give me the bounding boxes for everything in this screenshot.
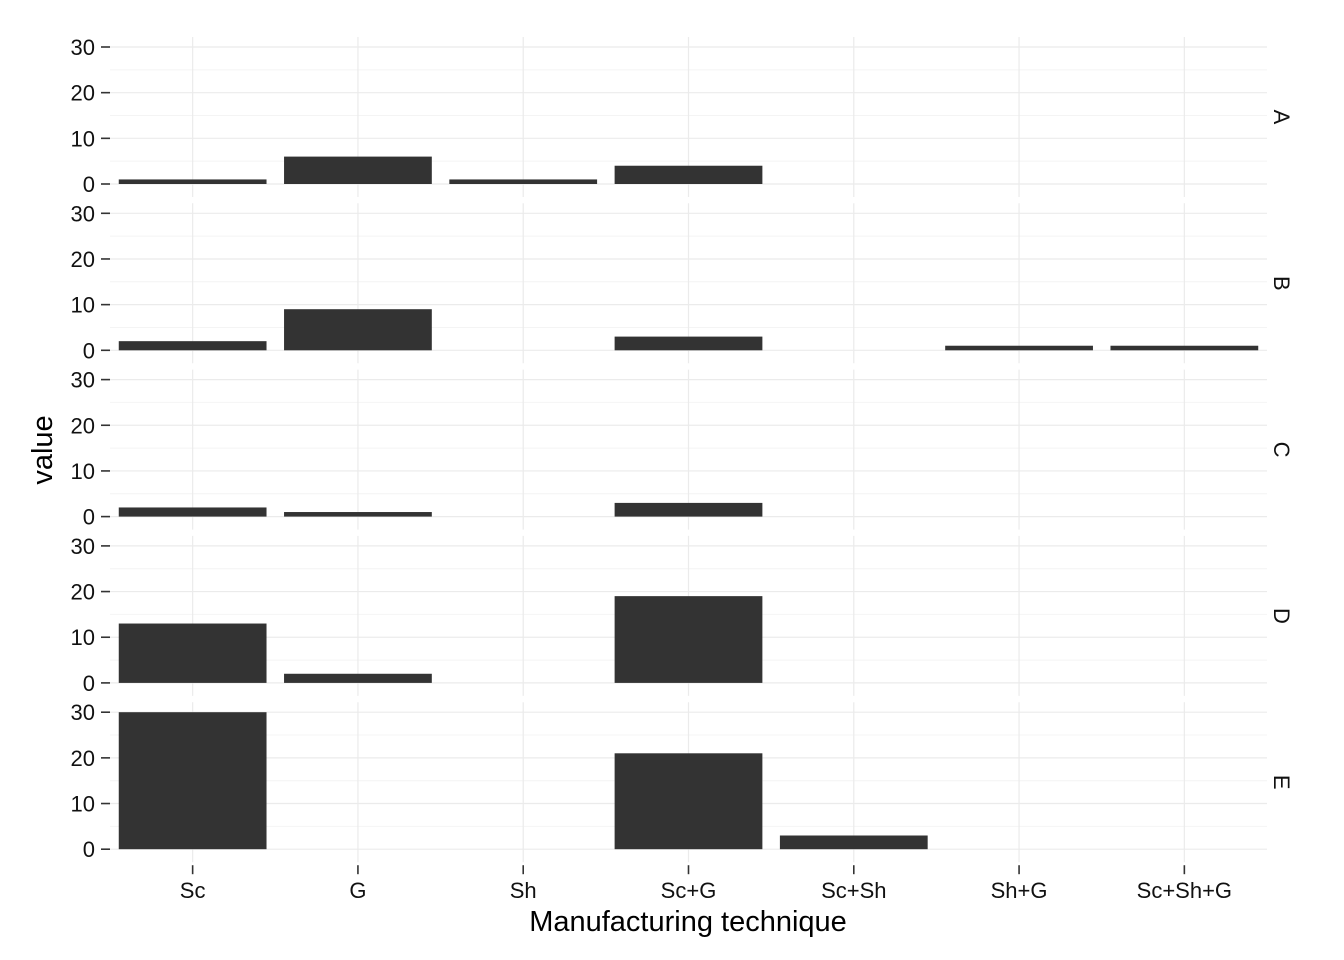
bar-B-Sc+Sh+G xyxy=(1110,345,1259,351)
bar-D-Sc+G xyxy=(614,596,763,683)
y-tick-label: 20 xyxy=(71,247,95,272)
x-tick-label-G: G xyxy=(349,878,366,903)
x-tick-label-Sc+G: Sc+G xyxy=(661,878,717,903)
bar-B-Sc xyxy=(118,341,267,351)
bar-A-G xyxy=(284,156,432,184)
bar-D-G xyxy=(284,673,432,683)
y-tick-label: 20 xyxy=(71,413,95,438)
x-tick-label-Sc+Sh: Sc+Sh xyxy=(821,878,886,903)
bar-B-Sc+G xyxy=(614,336,763,351)
y-tick-label: 10 xyxy=(71,792,95,817)
grid-layer xyxy=(110,37,1267,863)
y-tick-label: 20 xyxy=(71,81,95,106)
bar-C-Sc+G xyxy=(614,502,763,517)
y-tick-label: 20 xyxy=(71,746,95,771)
y-tick-label: 0 xyxy=(83,671,95,696)
x-tick-label-Sh+G: Sh+G xyxy=(991,878,1048,903)
facet-label-D: D xyxy=(1269,608,1294,624)
y-tick-label: 30 xyxy=(71,35,95,60)
bar-A-Sh xyxy=(449,179,598,184)
bar-D-Sc xyxy=(118,623,267,683)
facet-label-A: A xyxy=(1269,110,1294,125)
bar-C-Sc xyxy=(118,507,267,517)
facet-label-C: C xyxy=(1269,442,1294,458)
bar-A-Sc+G xyxy=(614,165,763,184)
bar-E-Sc+Sh xyxy=(779,835,928,850)
bar-B-Sh+G xyxy=(945,345,1093,351)
y-tick-label: 0 xyxy=(83,837,95,862)
facet-label-E: E xyxy=(1269,775,1294,790)
y-tick-label: 10 xyxy=(71,459,95,484)
y-tick-label: 10 xyxy=(71,625,95,650)
y-tick-label: 30 xyxy=(71,700,95,725)
y-tick-label: 20 xyxy=(71,580,95,605)
y-tick-label: 0 xyxy=(83,172,95,197)
bars-layer xyxy=(118,156,1259,850)
y-tick-label: 0 xyxy=(83,505,95,530)
facet-label-B: B xyxy=(1269,276,1294,291)
axes-layer: 0 10 20 30 A 0 10 20 30 B 0 10 20 30 C 0 10 20 30 D 0 10 20 30 E… xyxy=(71,35,1294,903)
bar-C-G xyxy=(284,512,432,517)
x-tick-label-Sc+Sh+G: Sc+Sh+G xyxy=(1137,878,1232,903)
bar-E-Sc+G xyxy=(614,753,763,850)
y-tick-label: 30 xyxy=(71,201,95,226)
y-tick-label: 30 xyxy=(71,534,95,559)
y-axis-title: value xyxy=(27,415,59,484)
bar-A-Sc xyxy=(118,179,267,184)
y-tick-label: 10 xyxy=(71,126,95,151)
y-tick-label: 30 xyxy=(71,368,95,393)
y-tick-label: 0 xyxy=(83,338,95,363)
bar-E-Sc xyxy=(118,712,267,850)
x-axis-title: Manufacturing technique xyxy=(529,906,847,938)
x-tick-label-Sh: Sh xyxy=(510,878,537,903)
x-tick-label-Sc: Sc xyxy=(180,878,206,903)
y-tick-label: 10 xyxy=(71,293,95,318)
bar-B-G xyxy=(284,309,432,351)
